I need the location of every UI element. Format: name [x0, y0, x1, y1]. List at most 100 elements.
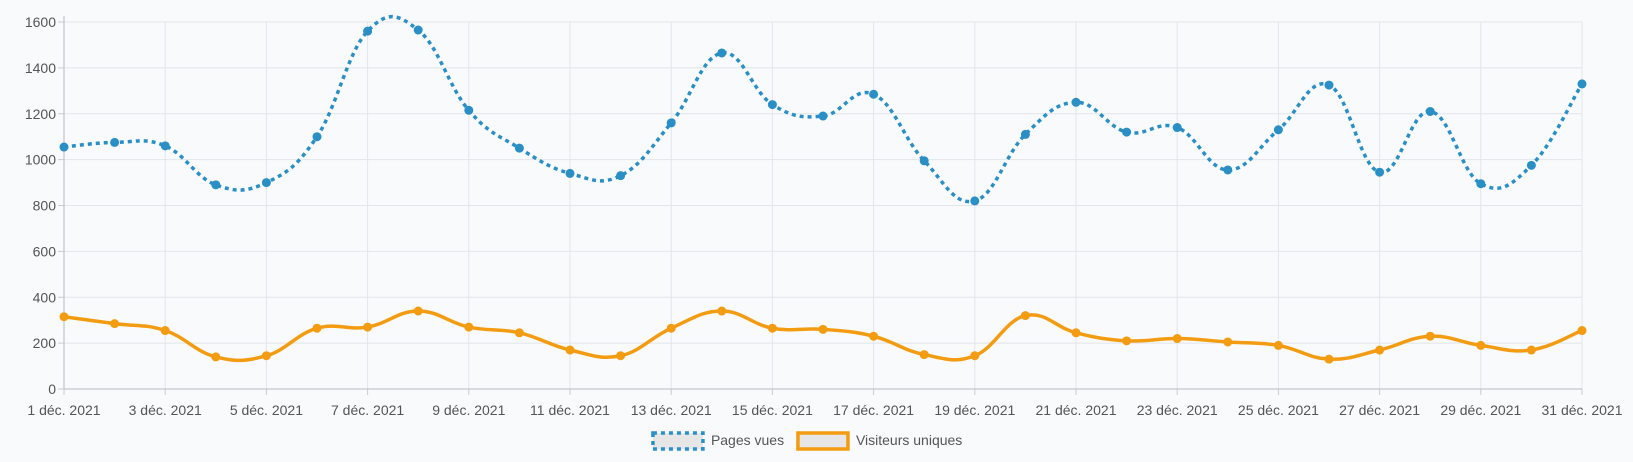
data-point[interactable]: [616, 351, 626, 361]
y-tick-label: 0: [48, 381, 56, 397]
data-point[interactable]: [110, 137, 120, 147]
series-line: [62, 309, 1584, 363]
x-tick-label: 13 déc. 2021: [631, 402, 712, 418]
x-tick-label: 23 déc. 2021: [1137, 402, 1218, 418]
x-tick-label: 3 déc. 2021: [129, 402, 202, 418]
data-point[interactable]: [616, 171, 626, 181]
x-tick-label: 11 déc. 2021: [530, 402, 610, 418]
data-point[interactable]: [818, 111, 828, 121]
data-point[interactable]: [970, 196, 980, 206]
data-point[interactable]: [717, 48, 727, 58]
legend-label: Pages vues: [711, 432, 784, 448]
series-layer: [59, 14, 1587, 364]
data-point[interactable]: [767, 100, 777, 110]
legend-swatch: [796, 431, 850, 451]
x-tick-label: 1 déc. 2021: [27, 402, 100, 418]
data-point[interactable]: [1071, 97, 1081, 107]
x-tick-label: 5 déc. 2021: [230, 402, 303, 418]
data-point[interactable]: [261, 351, 271, 361]
data-point[interactable]: [160, 326, 170, 336]
data-point[interactable]: [59, 142, 69, 152]
x-tick-label: 7 déc. 2021: [331, 402, 404, 418]
data-point[interactable]: [261, 178, 271, 188]
data-point[interactable]: [464, 105, 474, 115]
data-point[interactable]: [1273, 340, 1283, 350]
data-point[interactable]: [1071, 328, 1081, 338]
data-point[interactable]: [59, 312, 69, 322]
data-point[interactable]: [160, 141, 170, 151]
data-point[interactable]: [970, 351, 980, 361]
legend-item[interactable]: Pages vues: [651, 431, 784, 451]
data-point[interactable]: [1577, 79, 1587, 89]
data-point[interactable]: [312, 323, 322, 333]
data-point[interactable]: [1375, 167, 1385, 177]
data-point[interactable]: [869, 331, 879, 341]
x-tick-label: 31 déc. 2021: [1542, 402, 1623, 418]
data-point[interactable]: [1223, 165, 1233, 175]
y-tick-label: 1200: [25, 106, 56, 122]
axes: 0 200 400 600 800 1000 1200 1400 1600 1 déc. 2021…: [25, 14, 1623, 418]
data-point[interactable]: [1476, 179, 1486, 189]
y-tick-label: 1400: [25, 60, 56, 76]
data-point[interactable]: [1020, 311, 1030, 321]
x-tick-label: 25 déc. 2021: [1238, 402, 1319, 418]
data-point[interactable]: [1577, 326, 1587, 336]
data-point[interactable]: [1273, 125, 1283, 135]
data-point[interactable]: [1375, 345, 1385, 355]
data-point[interactable]: [1172, 334, 1182, 344]
y-tick-label: 200: [33, 335, 57, 351]
data-point[interactable]: [1425, 106, 1435, 116]
data-point[interactable]: [818, 324, 828, 334]
x-tick-label: 15 déc. 2021: [732, 402, 813, 418]
data-point[interactable]: [1324, 354, 1334, 364]
data-point[interactable]: [919, 156, 929, 166]
legend: Pages vues Visiteurs uniques: [651, 431, 962, 451]
series-line: [63, 14, 1584, 204]
data-point[interactable]: [211, 180, 221, 190]
y-tick-label: 1600: [25, 14, 56, 30]
legend-item[interactable]: Visiteurs uniques: [796, 431, 962, 451]
data-point[interactable]: [514, 143, 524, 153]
data-point[interactable]: [1172, 123, 1182, 133]
data-point[interactable]: [110, 319, 120, 329]
data-point[interactable]: [1020, 129, 1030, 139]
x-tick-label: 9 déc. 2021: [432, 402, 505, 418]
data-point[interactable]: [211, 352, 221, 362]
y-tick-label: 800: [33, 198, 57, 214]
data-point[interactable]: [565, 168, 575, 178]
y-tick-label: 400: [33, 289, 57, 305]
y-tick-label: 600: [33, 243, 57, 259]
data-point[interactable]: [666, 323, 676, 333]
data-point[interactable]: [363, 26, 373, 36]
series-pages-vues: [59, 14, 1587, 206]
legend-label: Visiteurs uniques: [856, 432, 962, 448]
data-point[interactable]: [1122, 127, 1132, 137]
x-tick-label: 29 déc. 2021: [1440, 402, 1521, 418]
data-point[interactable]: [363, 322, 373, 332]
data-point[interactable]: [1122, 336, 1132, 346]
data-point[interactable]: [514, 328, 524, 338]
series-visiteurs-uniques: [59, 306, 1587, 364]
data-point[interactable]: [717, 306, 727, 316]
data-point[interactable]: [413, 25, 423, 35]
data-point[interactable]: [666, 118, 676, 128]
x-tick-label: 17 déc. 2021: [833, 402, 914, 418]
data-point[interactable]: [1476, 340, 1486, 350]
x-tick-label: 21 déc. 2021: [1036, 402, 1117, 418]
data-point[interactable]: [1425, 331, 1435, 341]
data-point[interactable]: [413, 306, 423, 316]
x-tick-label: 27 déc. 2021: [1339, 402, 1420, 418]
data-point[interactable]: [767, 323, 777, 333]
x-tick-label: 19 déc. 2021: [934, 402, 1015, 418]
data-point[interactable]: [869, 89, 879, 99]
data-point[interactable]: [1324, 80, 1334, 90]
data-point[interactable]: [1223, 337, 1233, 347]
data-point[interactable]: [464, 322, 474, 332]
data-point[interactable]: [565, 345, 575, 355]
data-point[interactable]: [919, 350, 929, 360]
data-point[interactable]: [312, 132, 322, 142]
data-point[interactable]: [1526, 160, 1536, 170]
data-point[interactable]: [1526, 345, 1536, 355]
